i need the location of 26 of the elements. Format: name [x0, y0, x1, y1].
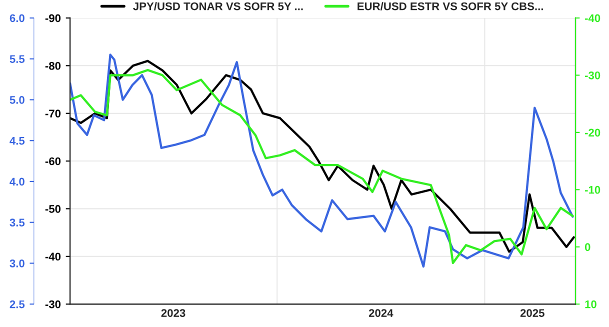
y3-tick-label: -10 — [584, 186, 600, 194]
y-tick-label: -80 — [45, 62, 61, 70]
y-tick-label: -70 — [45, 110, 61, 118]
y-tick-label: -60 — [45, 157, 61, 166]
y-tick-label: -90 — [45, 14, 61, 22]
y2-tick-label: 5.5 — [10, 55, 25, 63]
x-tick-label: 2025 — [520, 309, 544, 317]
y3-tick-label: 0 — [584, 243, 590, 252]
y2-tick-label: 6.0 — [10, 14, 24, 22]
y2-tick-label: 3.5 — [10, 218, 25, 227]
y2-tick-label: 4.5 — [10, 136, 25, 145]
x-tick-label: 2024 — [368, 309, 394, 317]
y2-tick-label: 3.0 — [10, 260, 24, 268]
y-tick-label: -40 — [45, 252, 61, 261]
y3-tick-label: -30 — [584, 71, 600, 80]
legend-label: JPY/USD TONAR VS SOFR 5Y ... — [133, 2, 303, 10]
y3-tick-label: 10 — [585, 300, 596, 308]
y-tick-label: -30 — [45, 300, 61, 308]
y3-tick-label: -40 — [584, 14, 600, 22]
y2-tick-label: 5.0 — [10, 96, 24, 104]
y2-tick-label: 4.0 — [10, 178, 24, 186]
x-tick-label: 2023 — [161, 309, 186, 318]
legend-label: EUR/USD ESTR VS SOFR 5Y CBS... — [358, 2, 543, 10]
y-tick-label: -50 — [45, 205, 61, 213]
y2-tick-label: 2.5 — [10, 300, 25, 308]
y3-tick-label: -20 — [584, 128, 600, 137]
